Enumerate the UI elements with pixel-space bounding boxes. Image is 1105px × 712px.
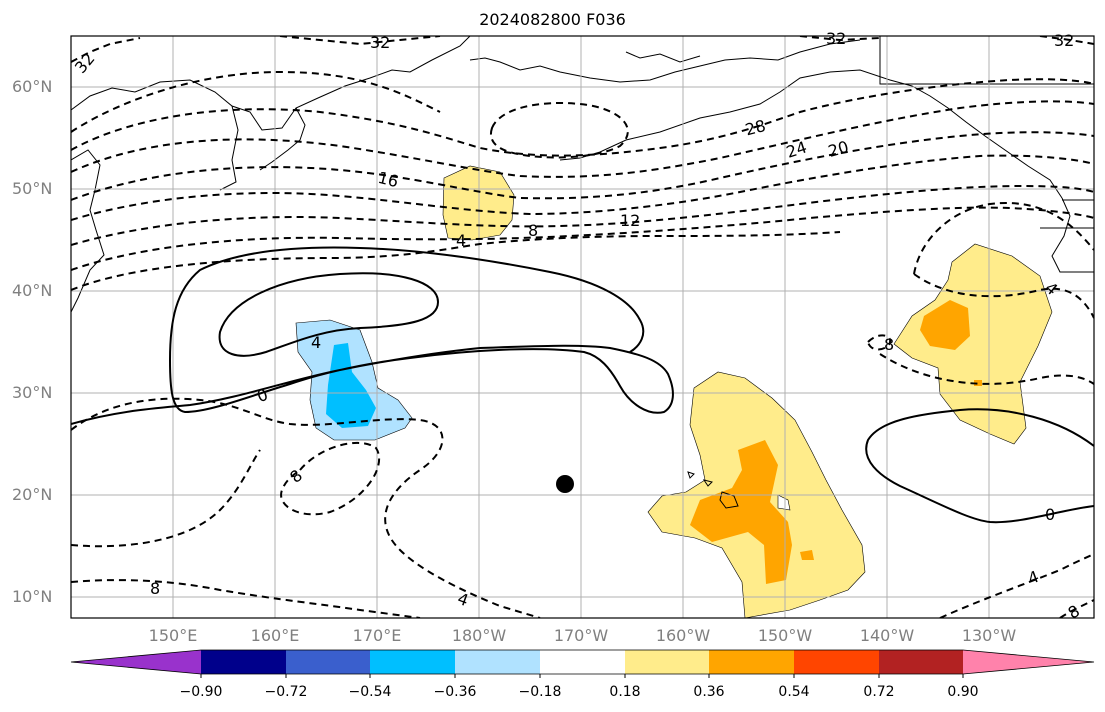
contour-label: 0 [1045, 505, 1055, 524]
colorbar-segment [540, 650, 625, 674]
positive-anomaly-east-core [920, 300, 970, 350]
coastlines [71, 36, 1094, 313]
colorbar-segment [625, 650, 709, 674]
positive-anomaly-east [893, 243, 1053, 445]
lon-label-150e: 150°E [148, 626, 198, 645]
colorbar-tick-label: −0.36 [433, 684, 477, 700]
contour-label: 8 [528, 221, 538, 240]
colorbar-tick-label: −0.72 [264, 684, 308, 700]
colorbar-segment [879, 650, 963, 674]
lon-label-150w: 150°W [757, 626, 813, 645]
contour-label: 4 [456, 231, 466, 250]
contour-label: 32 [71, 49, 99, 77]
lon-label-130w: 130°W [961, 626, 1017, 645]
colorbar-tick-label: −0.54 [348, 684, 392, 700]
contour-label: 12 [620, 211, 640, 230]
contour-label: 4 [1025, 567, 1041, 588]
colorbar-segment [286, 650, 370, 674]
colorbar-tick-label: 0.36 [693, 684, 725, 700]
contour-label: 16 [376, 168, 400, 191]
storm-position-dot [556, 475, 574, 493]
contour-label: 4 [311, 333, 321, 352]
colorbar-segment [201, 650, 286, 674]
contour-label: 32 [1054, 31, 1074, 50]
contour-label: 32 [826, 29, 846, 48]
shading-layer [295, 165, 1053, 618]
small-positive-patch [800, 550, 814, 560]
colorbar [70, 649, 1095, 678]
contour-label: 24 [784, 137, 809, 161]
negative-anomaly-core [326, 343, 376, 428]
colorbar-tick-label: −0.18 [518, 684, 562, 700]
contour-label: 20 [826, 137, 851, 161]
negative-contours [71, 36, 1094, 618]
lon-label-160e: 160°E [250, 626, 300, 645]
positive-anomaly-central-core [690, 440, 792, 584]
contour-label: 8 [1065, 601, 1083, 623]
colorbar-segment [709, 650, 794, 674]
lat-label-30n: 30°N [12, 383, 53, 402]
contour-label: 4 [455, 589, 471, 610]
colorbar-segment [71, 650, 201, 674]
colorbar-tick-label: 0.18 [609, 684, 641, 700]
map-title: 2024082800 F036 [479, 10, 626, 29]
colorbar-segment [794, 650, 879, 674]
map-frame [70, 35, 1095, 619]
colorbar-segment [963, 650, 1094, 674]
colorbar-segment [455, 650, 540, 674]
lat-label-20n: 20°N [12, 485, 53, 504]
colorbar-segment [370, 650, 455, 674]
graticule [71, 36, 1094, 618]
contour-label: 8 [150, 579, 160, 598]
lat-label-40n: 40°N [12, 281, 53, 300]
lat-label-50n: 50°N [12, 179, 53, 198]
colorbar-tick-label: 0.90 [947, 684, 979, 700]
colorbar-tick-label: −0.90 [179, 684, 223, 700]
contour-label: 28 [743, 116, 767, 139]
lon-label-140w: 140°W [859, 626, 915, 645]
zero-contours [71, 246, 1094, 524]
colorbar-tick-label: 0.54 [778, 684, 810, 700]
lon-label-160w: 160°W [655, 626, 711, 645]
colorbar-tick-label: 0.72 [863, 684, 895, 700]
lon-label-180w: 180°W [451, 626, 507, 645]
contour-label: 8 [286, 466, 306, 487]
contour-label: 8 [884, 335, 894, 354]
contour-label: 32 [370, 33, 390, 52]
lon-label-170e: 170°E [352, 626, 402, 645]
lon-label-170w: 170°W [553, 626, 609, 645]
lat-label-60n: 60°N [12, 77, 53, 96]
lat-label-10n: 10°N [12, 587, 53, 606]
